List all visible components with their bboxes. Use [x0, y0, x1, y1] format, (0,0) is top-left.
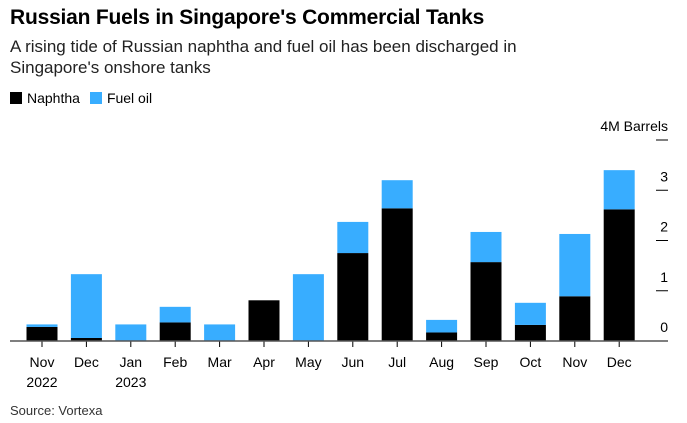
- bar-naphtha: [381, 208, 413, 341]
- legend-swatch-naphtha: [10, 92, 22, 104]
- bar-fuel-oil: [26, 324, 58, 327]
- x-tick-label: Oct: [520, 354, 542, 370]
- legend-item-fuel-oil: Fuel oil: [89, 90, 153, 106]
- bar-naphtha: [603, 209, 635, 341]
- legend-swatch-fuel-oil: [89, 92, 102, 104]
- y-unit-label: 4M Barrels: [600, 118, 668, 134]
- x-tick-label: Jan: [120, 354, 143, 370]
- x-tick-label: Nov: [562, 354, 587, 370]
- bar-fuel-oil: [470, 231, 502, 263]
- bar-naphtha: [337, 253, 369, 341]
- x-tick-label: Feb: [163, 354, 187, 370]
- y-tick-label: 2: [660, 219, 668, 235]
- y-tick-label: 3: [660, 168, 668, 184]
- bar-fuel-oil: [514, 302, 546, 325]
- bar-fuel-oil: [559, 233, 591, 297]
- legend: Naphtha Fuel oil: [10, 90, 152, 106]
- bar-fuel-oil: [70, 274, 102, 338]
- legend-label: Naphtha: [27, 90, 80, 106]
- x-year-label: 2023: [115, 374, 146, 390]
- y-tick-label: 0: [660, 319, 668, 335]
- x-tick-label: May: [295, 354, 321, 370]
- bar-naphtha: [559, 296, 591, 341]
- bar-fuel-oil: [292, 274, 324, 341]
- x-tick-label: Sep: [474, 354, 499, 370]
- y-tick-label: 1: [660, 269, 668, 285]
- bar-fuel-oil: [426, 319, 458, 333]
- bar-naphtha: [26, 326, 58, 341]
- x-tick-label: Mar: [208, 354, 232, 370]
- chart-title: Russian Fuels in Singapore's Commercial …: [10, 6, 485, 29]
- bar-fuel-oil: [381, 180, 413, 209]
- bar-fuel-oil: [159, 306, 191, 323]
- bar-fuel-oil: [337, 221, 369, 254]
- x-tick-label: Jun: [342, 354, 365, 370]
- bar-fuel-oil: [204, 324, 236, 341]
- x-tick-label: Aug: [429, 354, 454, 370]
- x-tick-label: Apr: [253, 354, 275, 370]
- bar-fuel-oil: [603, 170, 635, 210]
- bar-naphtha: [426, 332, 458, 341]
- chart-subtitle: A rising tide of Russian naphtha and fue…: [10, 37, 517, 77]
- source-note: Source: Vortexa: [10, 403, 103, 418]
- bar-naphtha: [514, 324, 546, 341]
- x-tick-label: Jul: [388, 354, 406, 370]
- x-tick-label: Dec: [74, 354, 99, 370]
- x-year-label: 2022: [26, 374, 57, 390]
- bar-naphtha: [470, 262, 502, 341]
- legend-label: Fuel oil: [106, 90, 153, 106]
- x-tick-label: Dec: [607, 354, 632, 370]
- x-tick-label: Nov: [30, 354, 55, 370]
- bar-fuel-oil: [115, 324, 147, 341]
- legend-item-naphtha: Naphtha: [10, 90, 80, 106]
- bar-naphtha: [159, 322, 191, 341]
- bar-naphtha: [70, 337, 102, 341]
- bar-naphtha: [248, 300, 280, 341]
